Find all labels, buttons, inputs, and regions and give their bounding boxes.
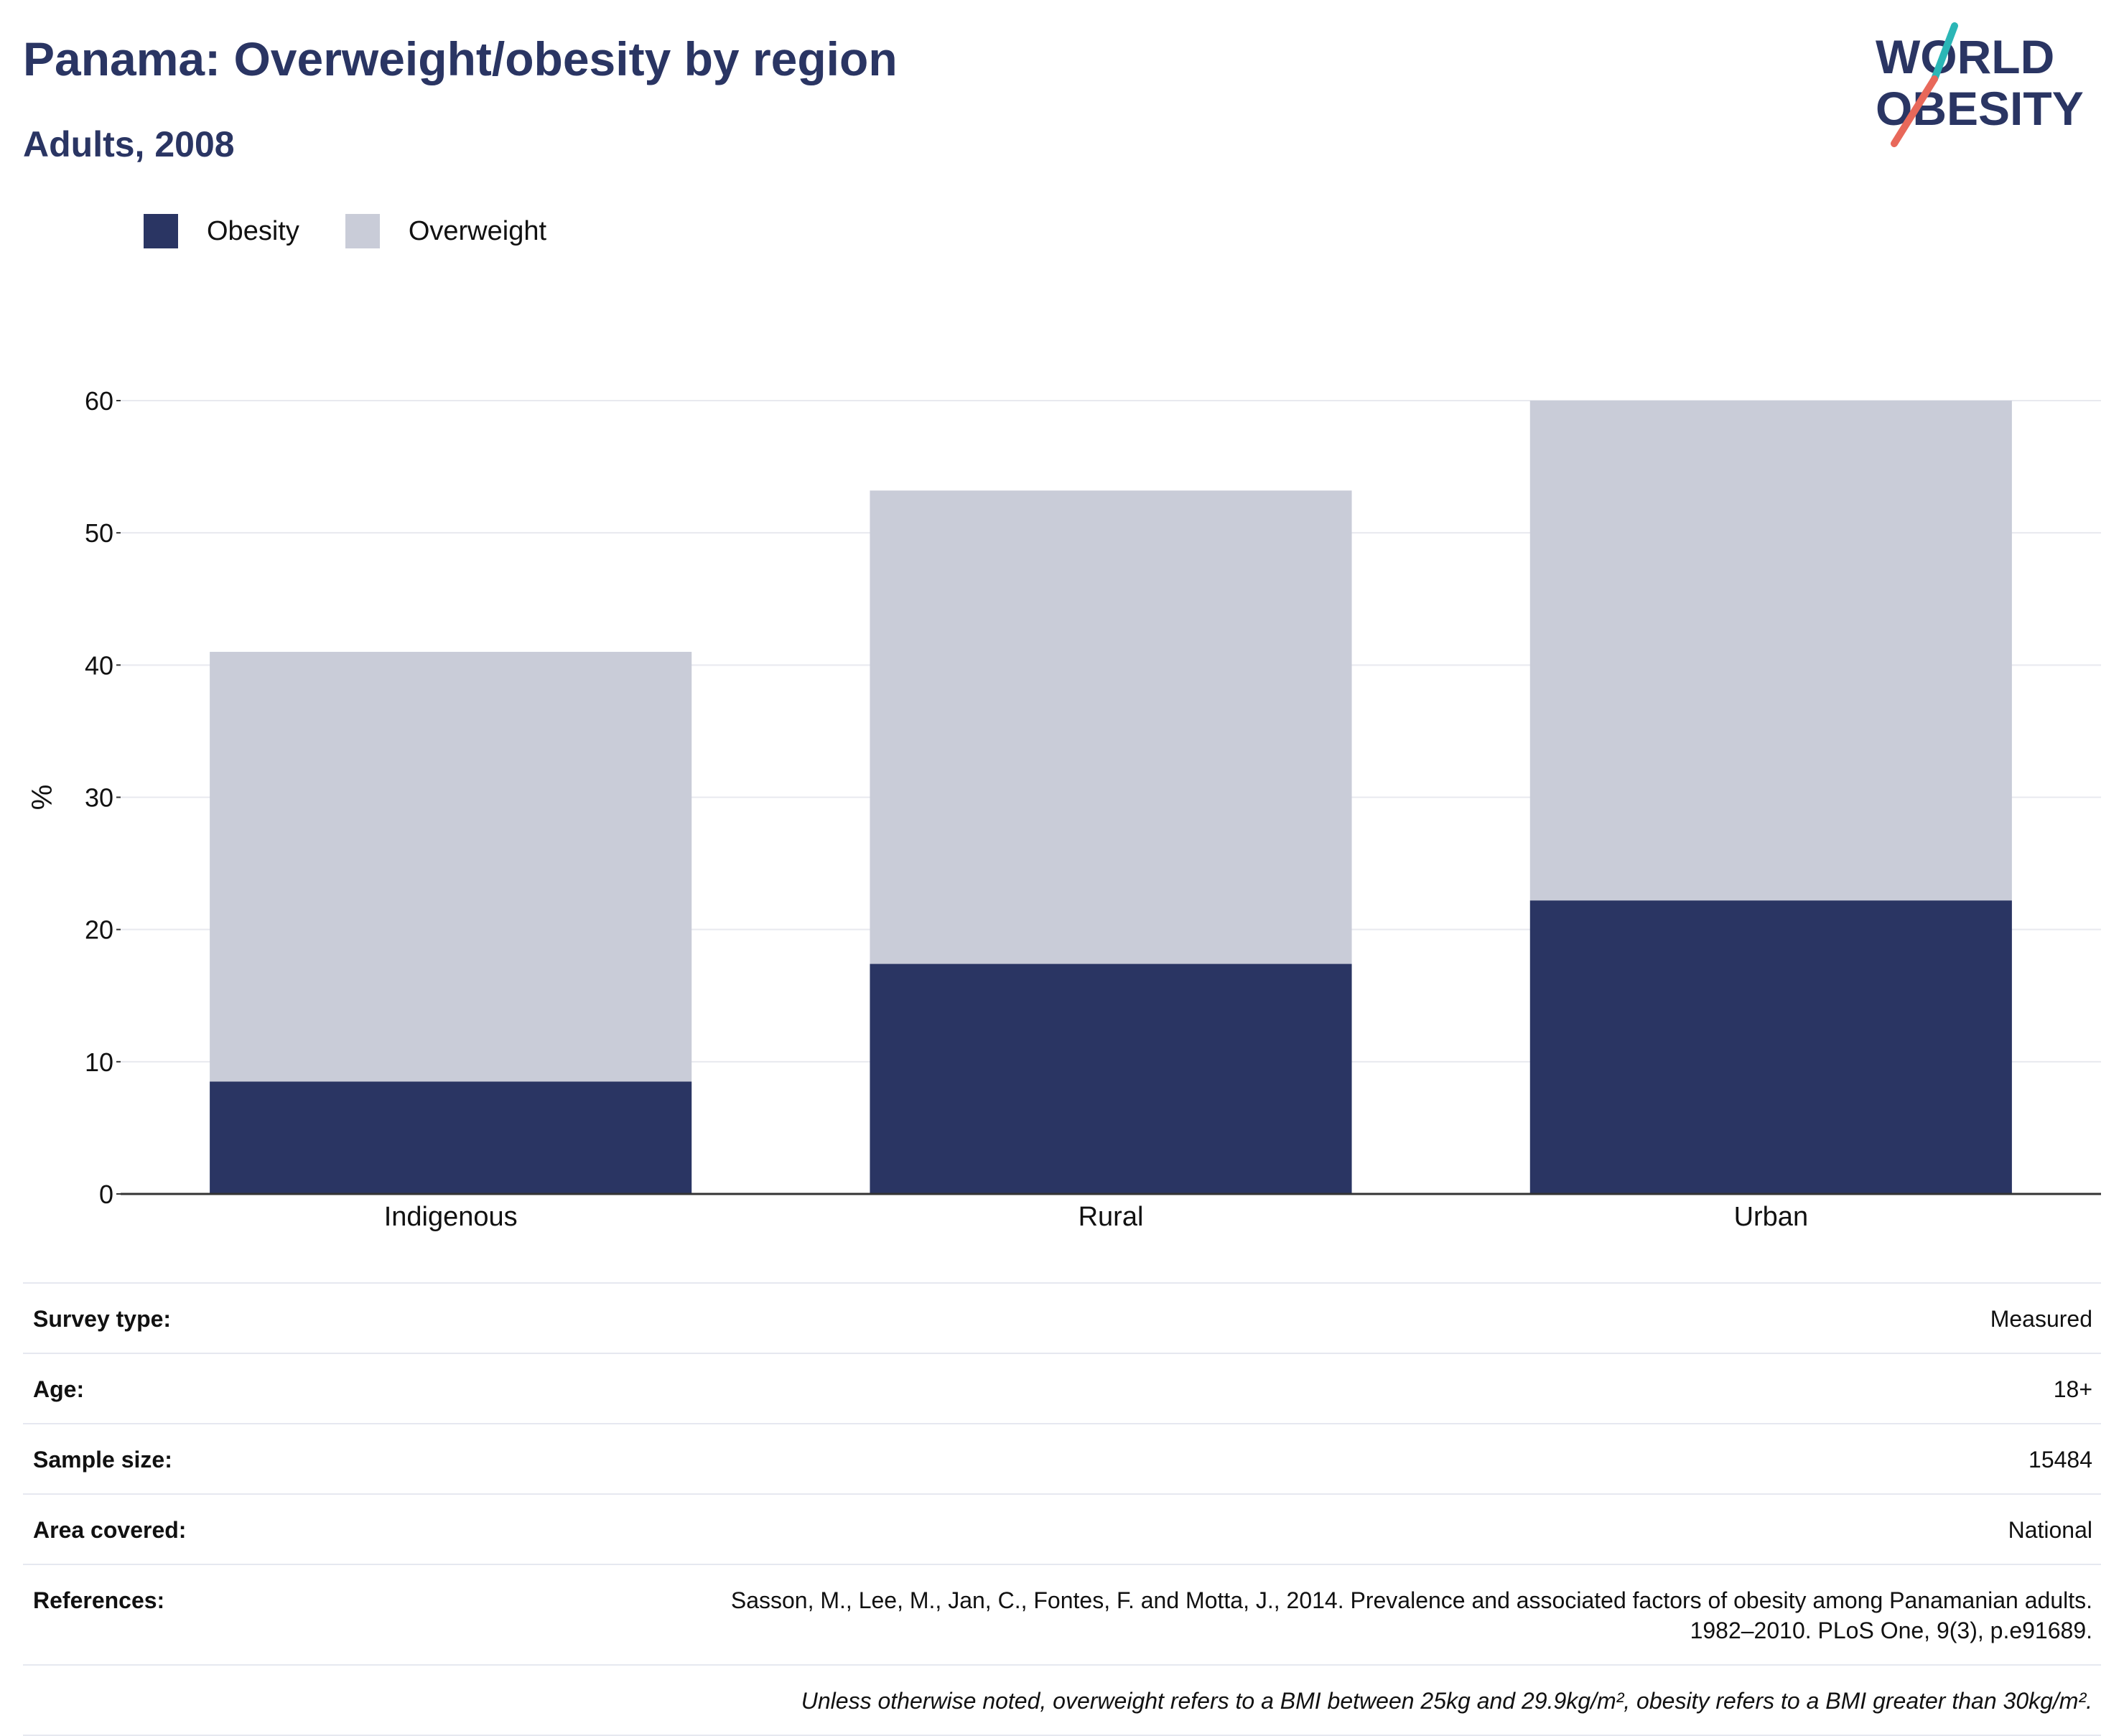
- logo-text-obesity: OBESITY: [1876, 82, 2084, 135]
- bar-overweight: [1529, 401, 2012, 901]
- meta-value: Measured: [1990, 1306, 2092, 1332]
- legend-item-obesity: Obesity: [144, 214, 299, 248]
- meta-row-references: References: Sasson, M., Lee, M., Jan, C.…: [23, 1565, 2101, 1666]
- references-line-1: Sasson, M., Lee, M., Jan, C., Fontes, F.…: [730, 1587, 2092, 1613]
- legend-swatch-obesity: [144, 214, 178, 248]
- chart-subtitle: Adults, 2008: [23, 124, 235, 164]
- bar-obesity: [870, 963, 1352, 1194]
- meta-row-age: Age: 18+: [23, 1354, 2101, 1424]
- meta-key: Area covered:: [33, 1517, 187, 1543]
- legend-item-overweight: Overweight: [345, 214, 546, 248]
- chart-title: Panama: Overweight/obesity by region: [23, 32, 898, 85]
- logo-slash-teal: [1931, 22, 1958, 83]
- meta-key: Survey type:: [33, 1306, 172, 1332]
- meta-row-survey-type: Survey type: Measured: [23, 1284, 2101, 1354]
- legend-label-overweight: Overweight: [408, 215, 547, 246]
- bar-obesity: [210, 1081, 692, 1194]
- y-tick-label: 0: [99, 1180, 113, 1209]
- bar-overweight: [210, 651, 692, 1082]
- x-tick-label: Indigenous: [384, 1202, 518, 1232]
- survey-info-table: Survey type: Measured Age: 18+ Sample si…: [23, 1282, 2101, 1736]
- y-tick-label: 30: [85, 783, 113, 813]
- references-text: Sasson, M., Lee, M., Jan, C., Fontes, F.…: [731, 1585, 2092, 1646]
- stacked-bar-chart: 0 10 20 30 40 50 60% Indigenous Rural Urban: [27, 386, 2101, 1232]
- bar-obesity: [1529, 900, 2012, 1194]
- chart-legend: Obesity Overweight: [144, 214, 592, 248]
- meta-key: Sample size:: [33, 1447, 172, 1473]
- y-tick-label: 50: [85, 518, 113, 548]
- x-tick-label: Rural: [1079, 1202, 1144, 1232]
- y-tick-label: 40: [85, 650, 113, 680]
- logo-text-world: WORLD: [1876, 30, 2054, 83]
- meta-row-area-covered: Area covered: National: [23, 1495, 2101, 1565]
- world-obesity-logo: WORLD OBESITY: [1876, 22, 2084, 147]
- bar-overweight: [870, 490, 1352, 964]
- meta-value: 15484: [2028, 1447, 2092, 1473]
- y-tick-label: 60: [85, 386, 113, 416]
- bmi-definition-note: Unless otherwise noted, overweight refer…: [23, 1666, 2101, 1736]
- y-tick-label: 10: [85, 1047, 113, 1077]
- logo-slash-coral: [1891, 75, 1938, 147]
- legend-swatch-overweight: [345, 214, 380, 248]
- legend-label-obesity: Obesity: [207, 215, 299, 246]
- y-axis-label: %: [27, 785, 58, 811]
- meta-key: Age:: [33, 1376, 85, 1402]
- x-tick-label: Urban: [1734, 1202, 1809, 1232]
- meta-value: National: [2008, 1517, 2092, 1543]
- meta-value: 18+: [2053, 1376, 2092, 1402]
- y-tick-label: 20: [85, 915, 113, 945]
- meta-key: References:: [33, 1587, 165, 1613]
- references-line-2: 1982–2010. PLoS One, 9(3), p.e91689.: [1690, 1618, 2092, 1643]
- meta-row-sample-size: Sample size: 15484: [23, 1424, 2101, 1495]
